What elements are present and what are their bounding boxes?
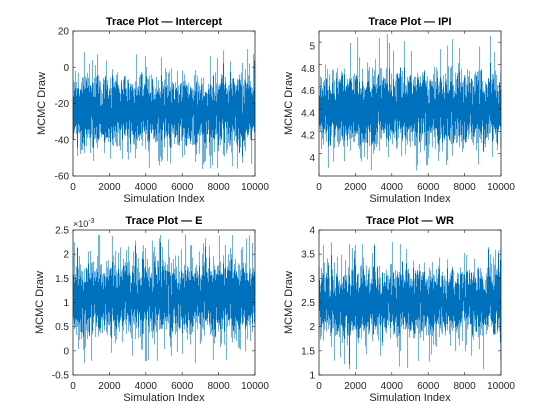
y-tick-label: 0 bbox=[63, 346, 69, 357]
x-axis: 0 2000 4000 6000 8000 10000 bbox=[316, 381, 515, 392]
y-tick-label: 4.8 bbox=[301, 64, 315, 75]
x-tick-label: 4000 bbox=[381, 381, 404, 392]
y-tick-label: -60 bbox=[55, 172, 70, 183]
x-axis: 0 2000 4000 6000 8000 10000 bbox=[316, 182, 515, 193]
y-tick-label: 20 bbox=[58, 27, 70, 38]
y-tick-label: 1.5 bbox=[55, 274, 69, 285]
panel-intercept: Trace Plot — Intercept 0 2000 4000 6000 … bbox=[36, 16, 269, 205]
trace-series-line bbox=[72, 234, 256, 363]
panel-wr: Trace Plot — WR 0 2000 4000 6000 8000 10… bbox=[283, 215, 515, 404]
y-multiplier-exponent: -3 bbox=[88, 218, 94, 225]
x-tick-label: 4000 bbox=[381, 182, 404, 193]
x-tick-label: 0 bbox=[316, 182, 322, 193]
x-axis-label: Simulation Index bbox=[369, 392, 451, 404]
x-tick-label: 6000 bbox=[171, 182, 194, 193]
axes-frame bbox=[318, 30, 502, 177]
plot-area bbox=[318, 242, 502, 370]
tick-marks bbox=[72, 30, 256, 177]
tick-marks bbox=[318, 31, 502, 176]
x-tick-label: 0 bbox=[70, 182, 76, 193]
panel-e: Trace Plot — E ×10-3 0 2000 4000 6000 80… bbox=[34, 215, 269, 404]
tick-marks bbox=[72, 229, 256, 376]
x-tick-label: 2000 bbox=[98, 381, 121, 392]
x-tick-label: 4000 bbox=[135, 182, 158, 193]
y-axis: -0.5 0 0.5 1 1.5 2 2.5 bbox=[52, 226, 70, 382]
x-tick-label: 2000 bbox=[344, 381, 367, 392]
y-tick-label: 0 bbox=[63, 63, 69, 74]
plot-area bbox=[72, 49, 256, 169]
y-tick-label: -40 bbox=[55, 135, 70, 146]
y-tick-label: 4 bbox=[309, 153, 315, 164]
tick-marks bbox=[318, 229, 502, 376]
y-axis: 1 1.5 2 2.5 3 3.5 4 bbox=[301, 226, 315, 382]
x-axis-label: Simulation Index bbox=[123, 193, 205, 205]
y-tick-label: 3 bbox=[309, 274, 315, 285]
x-tick-label: 0 bbox=[316, 381, 322, 392]
y-multiplier-base: ×10 bbox=[73, 219, 88, 229]
y-axis: -60 -40 -20 0 20 bbox=[55, 27, 70, 183]
plot-area bbox=[318, 33, 502, 171]
x-tick-label: 6000 bbox=[171, 381, 194, 392]
y-axis-label: MCMC Draw bbox=[283, 271, 295, 334]
x-tick-label: 8000 bbox=[207, 381, 230, 392]
y-tick-label: -20 bbox=[55, 99, 70, 110]
y-axis-multiplier: ×10-3 bbox=[73, 218, 95, 229]
plot-area bbox=[72, 234, 256, 363]
y-tick-label: -0.5 bbox=[52, 371, 70, 382]
y-tick-label: 1 bbox=[309, 371, 315, 382]
y-tick-label: 4.2 bbox=[301, 131, 315, 142]
y-tick-label: 2 bbox=[63, 250, 69, 261]
x-tick-label: 8000 bbox=[453, 182, 476, 193]
y-tick-label: 0.5 bbox=[55, 322, 69, 333]
x-tick-label: 10000 bbox=[241, 182, 269, 193]
x-tick-label: 10000 bbox=[487, 381, 515, 392]
x-tick-label: 2000 bbox=[344, 182, 367, 193]
x-tick-label: 0 bbox=[70, 381, 76, 392]
y-tick-label: 2.5 bbox=[301, 298, 315, 309]
x-axis: 0 2000 4000 6000 8000 10000 bbox=[70, 182, 269, 193]
y-tick-label: 1 bbox=[63, 298, 69, 309]
y-axis-label: MCMC Draw bbox=[34, 271, 46, 334]
x-tick-label: 6000 bbox=[417, 381, 440, 392]
chart-title: Trace Plot — Intercept bbox=[106, 16, 222, 28]
x-tick-label: 2000 bbox=[98, 182, 121, 193]
y-tick-label: 3.5 bbox=[301, 250, 315, 261]
x-axis-label: Simulation Index bbox=[123, 392, 205, 404]
chart-title: Trace Plot — E bbox=[125, 215, 202, 227]
y-tick-label: 4.4 bbox=[301, 108, 315, 119]
trace-series-line bbox=[318, 242, 502, 370]
y-tick-label: 1.5 bbox=[301, 346, 315, 357]
y-tick-label: 2 bbox=[309, 322, 315, 333]
y-axis-label: MCMC Draw bbox=[283, 72, 295, 135]
x-tick-label: 4000 bbox=[135, 381, 158, 392]
chart-title: Trace Plot — WR bbox=[366, 215, 454, 227]
y-axis: 4 4.2 4.4 4.6 4.8 5 bbox=[301, 42, 315, 165]
y-tick-label: 2.5 bbox=[55, 226, 69, 237]
x-tick-label: 8000 bbox=[207, 182, 230, 193]
x-tick-label: 10000 bbox=[487, 182, 515, 193]
panel-ipi: Trace Plot — IPI 0 2000 4000 6000 8000 1… bbox=[283, 16, 515, 205]
y-tick-label: 4.6 bbox=[301, 86, 315, 97]
x-axis: 0 2000 4000 6000 8000 10000 bbox=[70, 381, 269, 392]
y-axis-label: MCMC Draw bbox=[36, 72, 48, 135]
x-tick-label: 10000 bbox=[241, 381, 269, 392]
x-axis-label: Simulation Index bbox=[369, 193, 451, 205]
trace-series-line bbox=[72, 49, 256, 169]
y-tick-label: 4 bbox=[309, 226, 315, 237]
trace-series-line bbox=[318, 33, 502, 171]
x-tick-label: 6000 bbox=[417, 182, 440, 193]
chart-title: Trace Plot — IPI bbox=[368, 16, 451, 28]
x-tick-label: 8000 bbox=[453, 381, 476, 392]
y-tick-label: 5 bbox=[309, 42, 315, 53]
